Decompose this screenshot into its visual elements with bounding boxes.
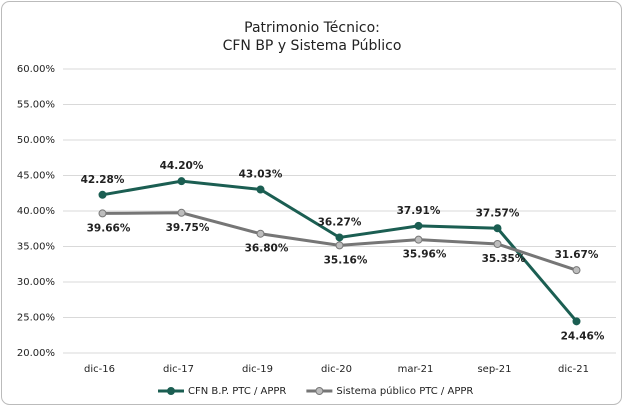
data-label: 39.66% [87,222,131,234]
legend-marker [167,387,175,395]
y-tick-label: 25.00% [17,313,55,324]
y-tick-label: 60.00% [17,64,55,75]
point [572,317,581,326]
point [98,190,107,199]
data-label: 35.16% [324,254,368,266]
legend-label: Sistema público PTC / APPR [336,385,473,397]
data-label: 35.35% [482,253,526,265]
legend-marker [315,387,324,395]
x-tick-label: dic-16 [84,364,115,375]
data-label: 42.28% [81,174,125,186]
x-tick-label: dic-19 [242,364,273,375]
x-tick-label: dic-21 [558,364,589,375]
data-label: 43.03% [239,168,283,180]
point [572,266,581,275]
data-label: 35.96% [403,249,447,261]
point [177,177,186,186]
data-label: 36.80% [245,243,289,255]
point [177,208,186,217]
legend-label: CFN B.P. PTC / APPR [188,386,286,397]
chart-title: CFN BP y Sistema Público [223,38,402,54]
data-label: 31.67% [555,249,599,261]
point [256,185,265,194]
point [414,221,423,230]
x-tick-label: sep-21 [477,364,511,375]
chart-title: Patrimonio Técnico: [244,20,380,36]
x-tick-label: mar-21 [398,364,434,375]
data-label: 44.20% [160,160,204,172]
point [493,224,502,233]
point [493,240,502,249]
y-tick-label: 50.00% [17,135,55,146]
data-label: 37.57% [476,207,520,219]
y-tick-label: 35.00% [17,242,55,253]
y-tick-label: 45.00% [17,171,55,182]
y-tick-label: 40.00% [17,206,55,217]
data-label: 39.75% [166,222,210,234]
point [98,209,107,218]
y-tick-label: 55.00% [17,100,55,111]
data-label: 24.46% [561,330,605,342]
y-tick-label: 20.00% [17,348,55,359]
point [414,235,423,244]
data-label: 36.27% [318,216,362,228]
x-tick-label: dic-17 [163,364,194,375]
y-tick-label: 30.00% [17,277,55,288]
data-label: 37.91% [397,205,441,217]
point [335,241,344,250]
point [256,229,265,238]
x-tick-label: dic-20 [321,364,352,375]
point [335,233,344,242]
